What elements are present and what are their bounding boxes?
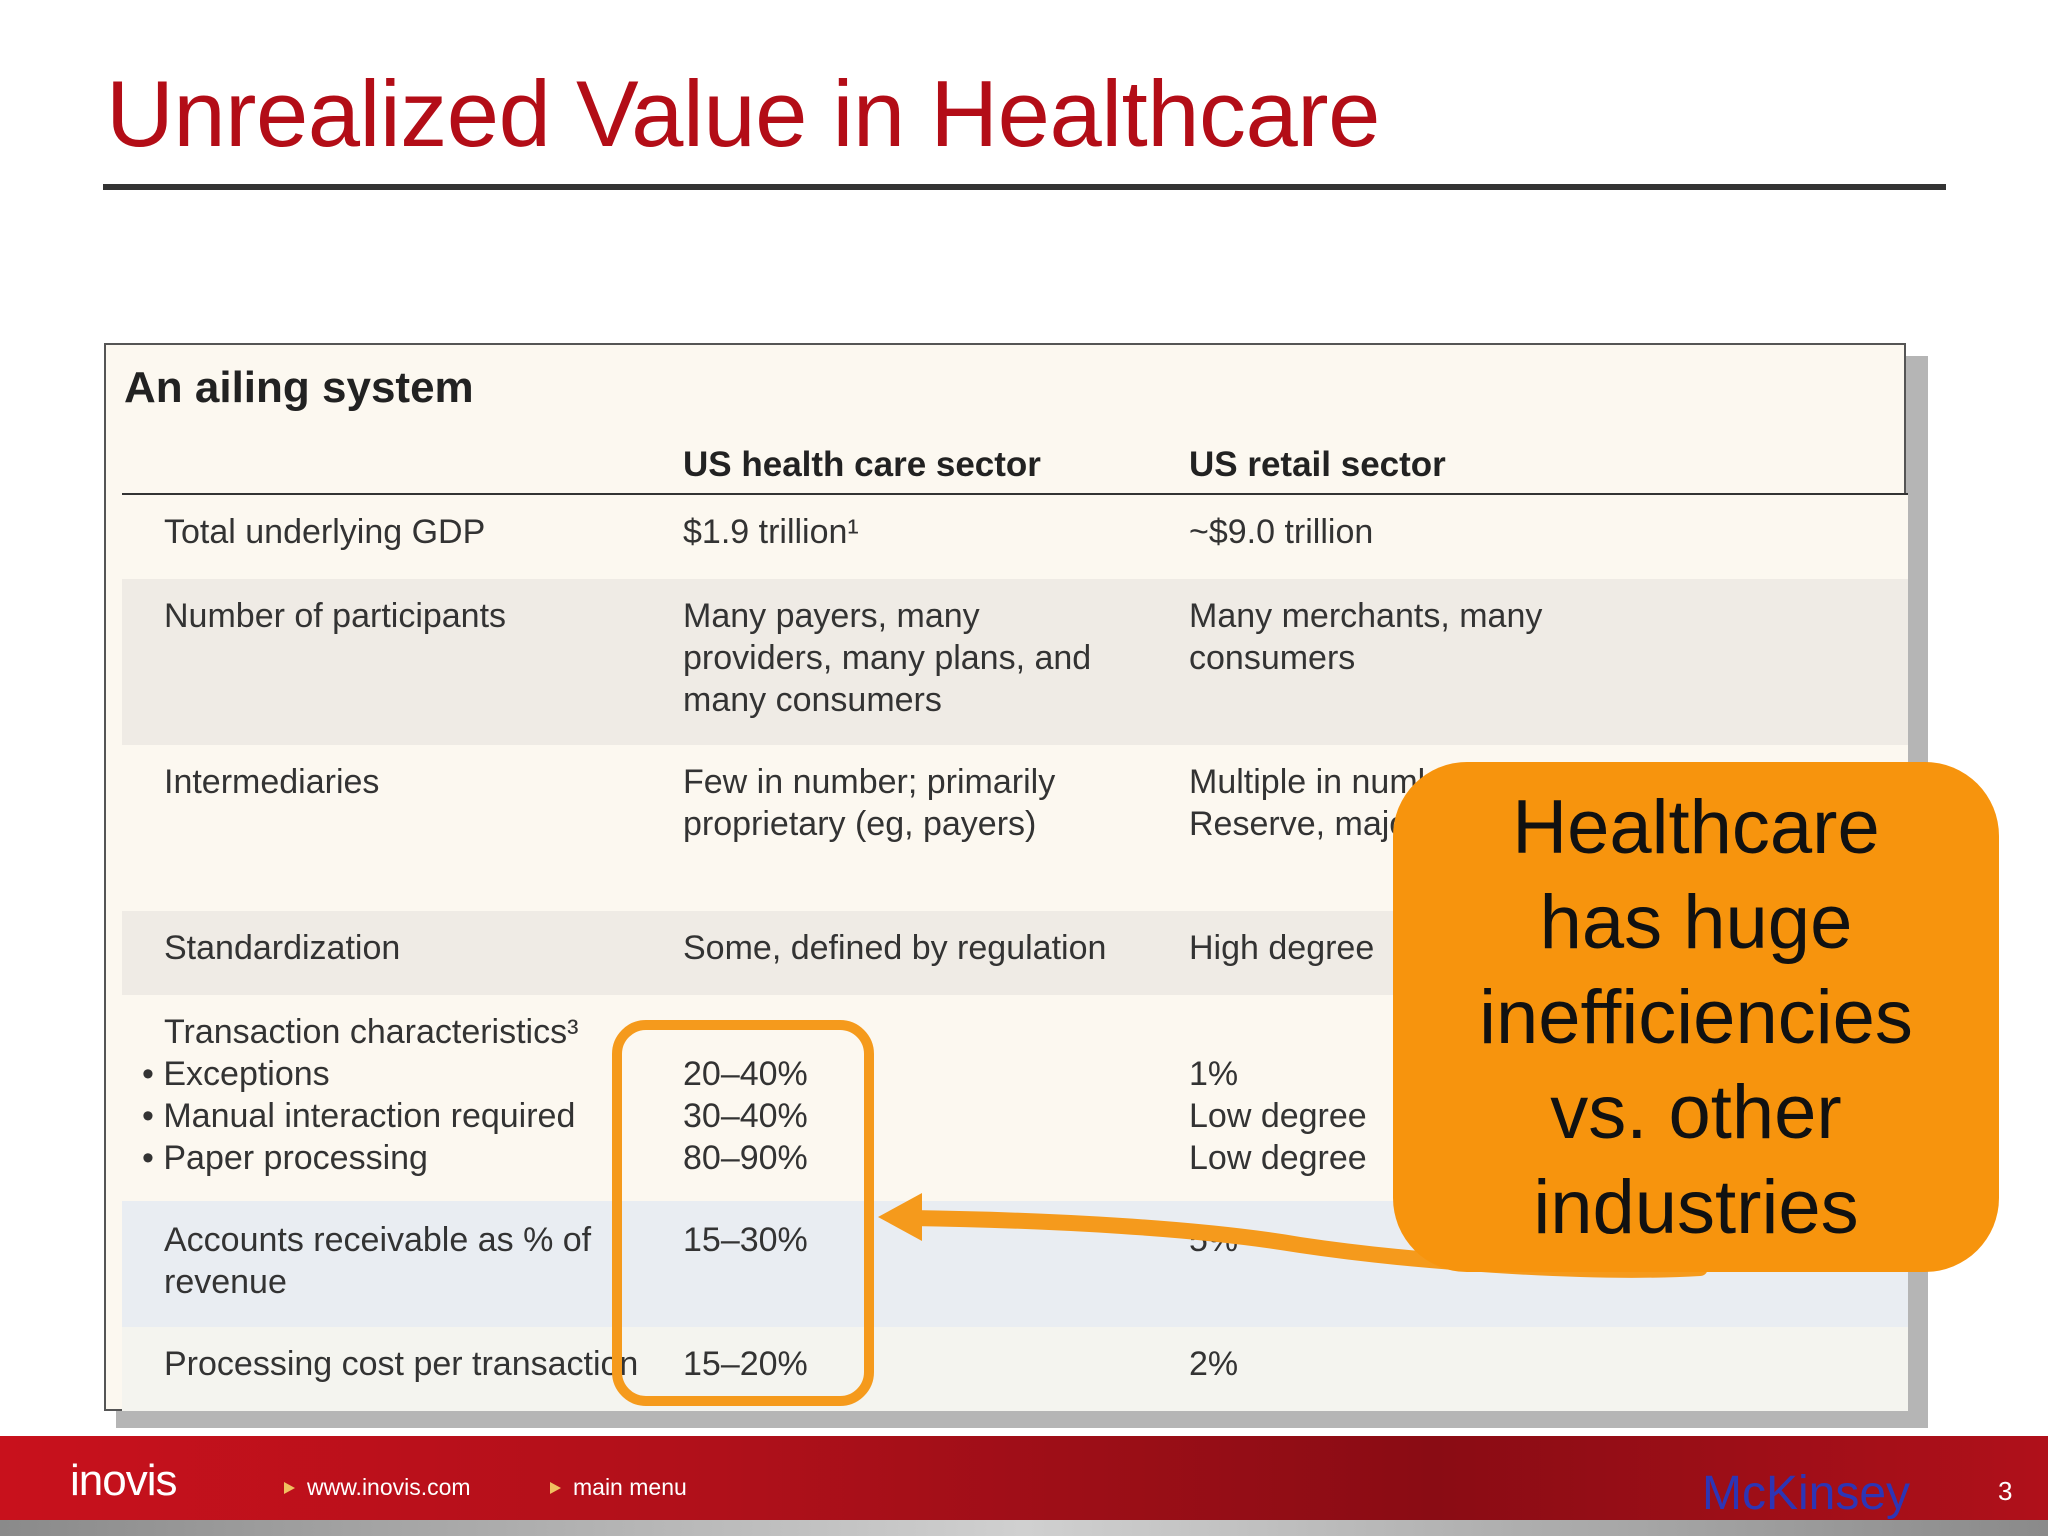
main-menu-label: main menu [573,1474,687,1500]
site-link-label: www.inovis.com [307,1474,471,1500]
health-value: 20–40% [683,1055,808,1093]
retail-value: Low degree [1189,1097,1367,1135]
callout-text: Healthcare has huge inefficiencies vs. o… [1479,784,1913,1250]
row-label: Total underlying GDP [164,513,486,551]
slide-title: Unrealized Value in Healthcare [106,61,1380,166]
health-value: 30–40% [683,1097,808,1135]
row-band [122,1327,1908,1411]
inovis-logo: inovis [70,1456,177,1505]
site-link[interactable]: www.inovis.com [284,1474,471,1501]
title-rule [103,184,1946,190]
bullet-text: Exceptions [163,1055,330,1093]
health-value: 15–20% [683,1345,808,1383]
play-arrow-icon [550,1481,561,1494]
retail-value: High degree [1189,929,1375,967]
source-label: McKinsey [1702,1467,1911,1520]
row-band [122,495,1908,579]
bullet-item: • Exceptions [142,1055,330,1093]
row-label: Intermediaries [164,763,380,801]
bullet-text: Paper processing [163,1139,428,1177]
footer-grey-strip [0,1520,2048,1536]
bullet-item: • Paper processing [142,1139,428,1177]
health-value: 80–90% [683,1139,808,1177]
bullet-text: Manual interaction required [163,1097,576,1135]
row-label: Standardization [164,929,401,967]
page-number: 3 [1998,1476,2013,1506]
row-band [122,579,1908,745]
header-rule [122,493,1908,495]
bullet-item: • Manual interaction required [142,1097,576,1135]
retail-value: Many merchants, many consumers [1189,597,1543,677]
footer-bar [0,1436,2048,1520]
retail-value: Low degree [1189,1139,1367,1177]
health-value: 15–30% [683,1221,808,1259]
retail-value: 2% [1189,1345,1239,1383]
retail-value: ~$9.0 trillion [1189,513,1374,551]
health-value: $1.9 trillion¹ [683,513,859,551]
retail-value: 1% [1189,1055,1239,1093]
table-title: An ailing system [124,363,474,412]
main-menu-link[interactable]: main menu [550,1474,687,1501]
row-label: Accounts receivable as % of revenue [164,1221,592,1301]
callout-bubble: Healthcare has huge inefficiencies vs. o… [1393,762,1999,1272]
highlight-box [612,1020,874,1406]
column-header-health: US health care sector [683,445,1041,484]
play-arrow-icon [284,1481,295,1494]
health-value: Few in number; primarily proprietary (eg… [683,763,1056,843]
row-label: Transaction characteristics³ [164,1013,579,1051]
column-header-retail: US retail sector [1189,445,1446,484]
health-value: Many payers, many providers, many plans,… [683,597,1092,719]
row-label: Number of participants [164,597,507,635]
row-label: Processing cost per transaction [164,1345,639,1383]
health-value: Some, defined by regulation [683,929,1107,967]
